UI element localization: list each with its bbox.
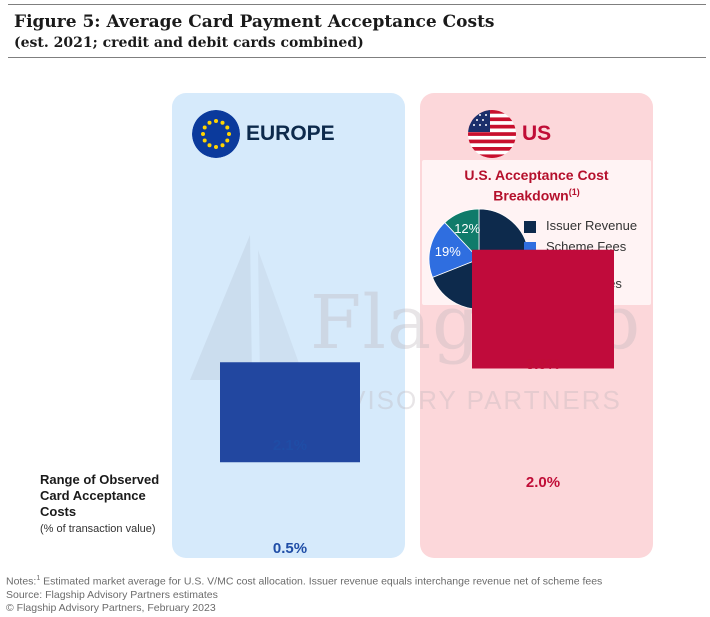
pie-title: U.S. Acceptance Cost Breakdown(1) xyxy=(422,167,651,205)
europe-high-label: 2.1% xyxy=(272,437,308,454)
header-rule xyxy=(8,57,706,58)
footnotes: Notes:1 Estimated market average for U.S… xyxy=(6,572,706,615)
figure-subtitle: (est. 2021; credit and debit cards combi… xyxy=(14,35,364,51)
europe-label: EUROPE xyxy=(246,122,335,145)
us-label: US xyxy=(522,122,552,145)
range-bar-us xyxy=(472,249,614,369)
footnote-text: Estimated market average for U.S. V/MC c… xyxy=(40,575,603,588)
europe-low-label: 0.5% xyxy=(272,540,308,557)
range-bar-europe xyxy=(220,362,360,463)
y-axis-subtitle: (% of transaction value) xyxy=(40,523,156,535)
figure-title: Figure 5: Average Card Payment Acceptanc… xyxy=(14,12,495,32)
footnote-prefix: Notes: xyxy=(6,575,37,588)
us-low-label: 2.0% xyxy=(525,474,561,491)
y-axis-title: Range of Observed Card Acceptance Costs xyxy=(40,472,160,519)
legend-item-issuer-revenue: Issuer Revenue xyxy=(524,218,650,239)
legend-label-issuer-revenue: Issuer Revenue xyxy=(546,218,638,233)
footnote-marker: 1 xyxy=(36,575,41,582)
source-line: Source: Flagship Advisory Partners estim… xyxy=(6,588,218,601)
us-flag-icon xyxy=(468,110,516,158)
pie-title-footnote: (1) xyxy=(568,187,580,197)
pie-slice-scheme-fees xyxy=(428,221,480,278)
pie-label-scheme-fees: 19% xyxy=(435,244,461,259)
us-high-label: 3.9% xyxy=(525,356,561,373)
pie-slice-merchant-service-fees xyxy=(444,208,480,261)
legend-swatch-issuer-revenue xyxy=(524,221,536,233)
eu-flag-icon xyxy=(192,110,240,158)
pie-title-text: U.S. Acceptance Cost Breakdown xyxy=(464,167,609,204)
footnote-line-1: Notes:1 Estimated market average for U.S… xyxy=(6,572,706,589)
europe-panel xyxy=(172,93,405,558)
copyright-line: © Flagship Advisory Partners, February 2… xyxy=(6,601,216,614)
top-rule xyxy=(8,4,706,5)
pie-label-merchant-service-fees: 12% xyxy=(454,221,480,236)
